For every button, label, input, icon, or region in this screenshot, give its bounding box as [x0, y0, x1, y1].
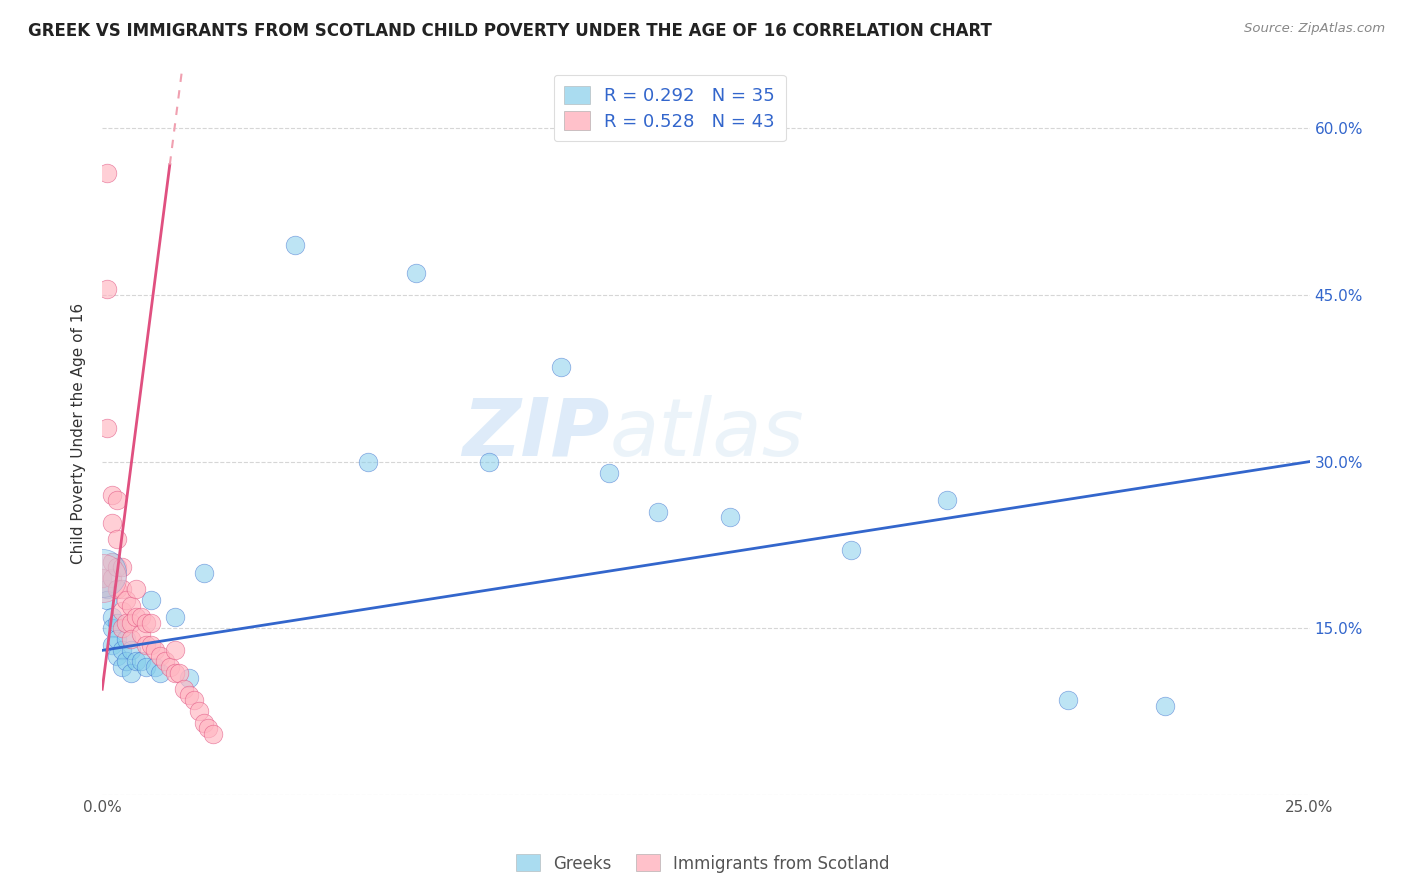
Point — [91, 571, 114, 585]
Point — [129, 610, 152, 624]
Point — [105, 493, 128, 508]
Point — [101, 488, 124, 502]
Point — [139, 593, 162, 607]
Point — [187, 705, 209, 719]
Point — [718, 510, 741, 524]
Point — [115, 632, 138, 647]
Point — [105, 582, 128, 597]
Legend: Greeks, Immigrants from Scotland: Greeks, Immigrants from Scotland — [510, 847, 896, 880]
Point — [139, 615, 162, 630]
Point — [135, 638, 157, 652]
Text: GREEK VS IMMIGRANTS FROM SCOTLAND CHILD POVERTY UNDER THE AGE OF 16 CORRELATION : GREEK VS IMMIGRANTS FROM SCOTLAND CHILD … — [28, 22, 993, 40]
Point — [115, 655, 138, 669]
Point — [936, 493, 959, 508]
Point — [284, 238, 307, 252]
Point — [193, 566, 215, 580]
Point — [173, 682, 195, 697]
Point — [110, 643, 132, 657]
Point — [179, 688, 201, 702]
Point — [153, 655, 176, 669]
Point — [96, 593, 118, 607]
Point — [115, 593, 138, 607]
Point — [405, 266, 427, 280]
Point — [120, 632, 142, 647]
Point — [143, 643, 166, 657]
Point — [183, 693, 205, 707]
Legend: R = 0.292   N = 35, R = 0.528   N = 43: R = 0.292 N = 35, R = 0.528 N = 43 — [554, 75, 786, 142]
Point — [101, 571, 124, 585]
Point — [120, 665, 142, 680]
Point — [839, 543, 862, 558]
Point — [96, 421, 118, 435]
Point — [197, 721, 219, 735]
Point — [101, 555, 124, 569]
Point — [110, 605, 132, 619]
Point — [96, 283, 118, 297]
Point — [105, 615, 128, 630]
Point — [129, 626, 152, 640]
Point — [647, 505, 669, 519]
Point — [149, 648, 172, 663]
Point — [1057, 693, 1080, 707]
Point — [120, 643, 142, 657]
Text: ZIP: ZIP — [463, 395, 609, 473]
Point — [159, 660, 181, 674]
Point — [120, 599, 142, 613]
Point — [101, 621, 124, 635]
Point — [105, 560, 128, 574]
Point — [357, 454, 380, 468]
Point — [91, 571, 114, 585]
Point — [110, 660, 132, 674]
Point — [193, 715, 215, 730]
Point — [96, 582, 118, 597]
Point — [110, 621, 132, 635]
Point — [110, 582, 132, 597]
Point — [163, 665, 186, 680]
Point — [149, 665, 172, 680]
Point — [143, 660, 166, 674]
Point — [120, 615, 142, 630]
Point — [105, 632, 128, 647]
Y-axis label: Child Poverty Under the Age of 16: Child Poverty Under the Age of 16 — [72, 303, 86, 565]
Point — [550, 360, 572, 375]
Point — [125, 655, 148, 669]
Point — [91, 566, 114, 580]
Point — [125, 582, 148, 597]
Point — [163, 643, 186, 657]
Text: atlas: atlas — [609, 395, 804, 473]
Point — [169, 665, 191, 680]
Text: Source: ZipAtlas.com: Source: ZipAtlas.com — [1244, 22, 1385, 36]
Point — [135, 660, 157, 674]
Point — [135, 615, 157, 630]
Point — [163, 610, 186, 624]
Point — [105, 533, 128, 547]
Point — [202, 726, 225, 740]
Point — [179, 671, 201, 685]
Point — [110, 560, 132, 574]
Point — [598, 466, 620, 480]
Point — [129, 655, 152, 669]
Point — [477, 454, 499, 468]
Point — [105, 648, 128, 663]
Point — [115, 615, 138, 630]
Point — [101, 516, 124, 530]
Point — [139, 638, 162, 652]
Point — [1153, 698, 1175, 713]
Point — [101, 638, 124, 652]
Point — [101, 610, 124, 624]
Point — [125, 610, 148, 624]
Point — [96, 166, 118, 180]
